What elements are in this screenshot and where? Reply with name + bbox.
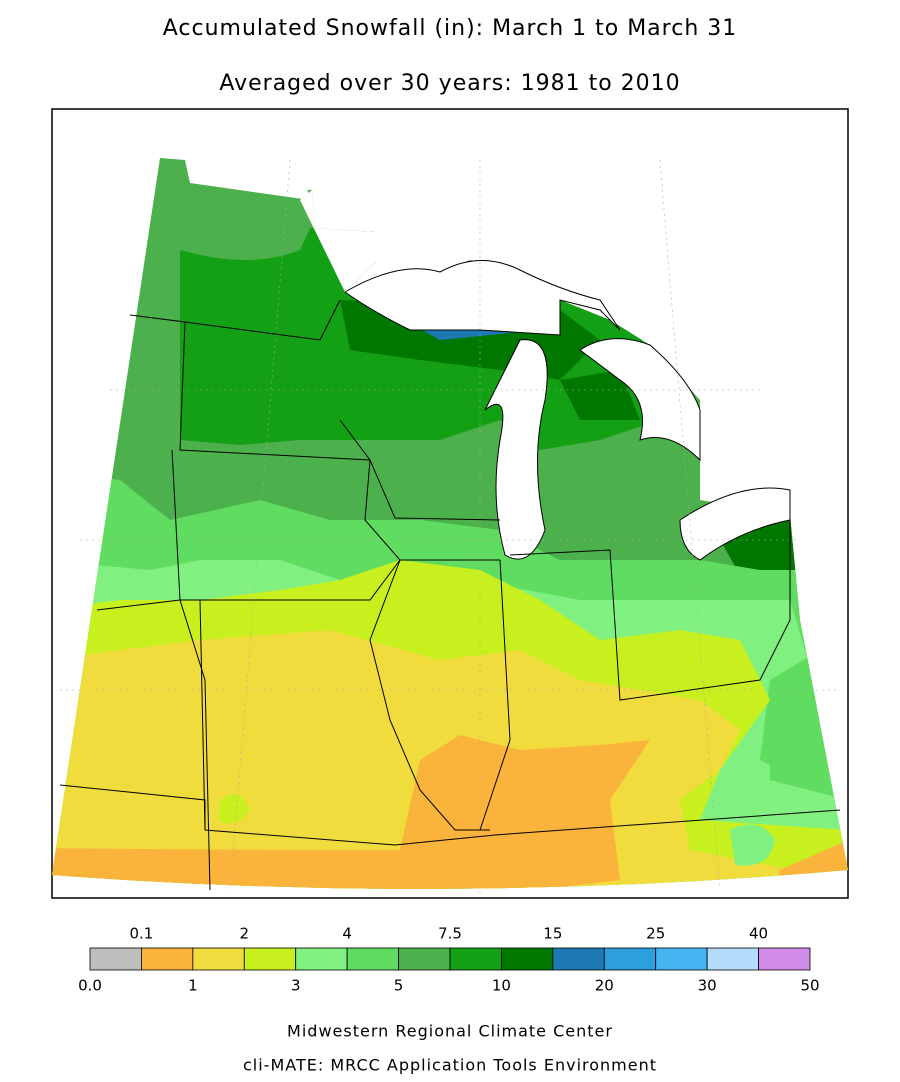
legend-label: 25: [646, 925, 665, 943]
map: [51, 108, 849, 899]
legend-label: 0.1: [129, 925, 153, 943]
title: Accumulated Snowfall (in): March 1 to Ma…: [163, 16, 738, 41]
snowfall-zone: [720, 515, 800, 580]
snowfall-zone: [760, 840, 848, 889]
legend: 0.0 0.1 1 2 3 4 5 7.5 10 15 20 25 30 40 50: [78, 925, 819, 995]
legend-swatch: [655, 947, 708, 971]
legend-label: 15: [543, 925, 562, 943]
state-borders: [59, 299, 841, 891]
footer-tool: cli-MATE: MRCC Application Tools Environ…: [243, 1056, 657, 1075]
snowfall-zone: [218, 794, 250, 824]
legend-swatch: [89, 947, 142, 971]
legend-label: 5: [394, 977, 404, 995]
legend-label: 0.0: [78, 977, 102, 995]
legend-swatch: [603, 947, 657, 971]
legend-label: 3: [291, 977, 301, 995]
legend-label: 10: [492, 977, 511, 995]
snowfall-zone: [52, 735, 650, 889]
legend-label: 30: [698, 977, 717, 995]
legend-swatch: [398, 947, 451, 971]
legend-swatch: [552, 947, 605, 971]
legend-swatch: [758, 947, 811, 971]
grid: [60, 159, 840, 895]
legend-label: 20: [595, 977, 614, 995]
legend-label: 1: [188, 977, 198, 995]
legend-swatch: [449, 947, 502, 971]
legend-swatch: [192, 947, 245, 971]
legend-swatch: [706, 947, 759, 971]
legend-swatch: [346, 947, 399, 971]
legend-swatch: [295, 947, 348, 971]
legend-label: 7.5: [438, 925, 462, 943]
snowfall-zone: [730, 824, 775, 866]
lakes: [190, 160, 791, 561]
snowfall-zone: [385, 310, 540, 340]
legend-label: 4: [342, 925, 352, 943]
legend-swatch: [501, 947, 554, 971]
legend-label: 2: [240, 925, 250, 943]
snowfall-field: [52, 158, 848, 889]
footer-credit: Midwestern Regional Climate Center: [287, 1022, 613, 1041]
legend-label: 50: [800, 977, 819, 995]
legend-swatch: [243, 947, 297, 971]
map-frame: [51, 108, 849, 899]
subtitle: Averaged over 30 years: 1981 to 2010: [219, 71, 680, 96]
legend-swatch: [141, 947, 194, 971]
legend-label: 40: [749, 925, 768, 943]
snowfall-zone: [560, 370, 640, 420]
